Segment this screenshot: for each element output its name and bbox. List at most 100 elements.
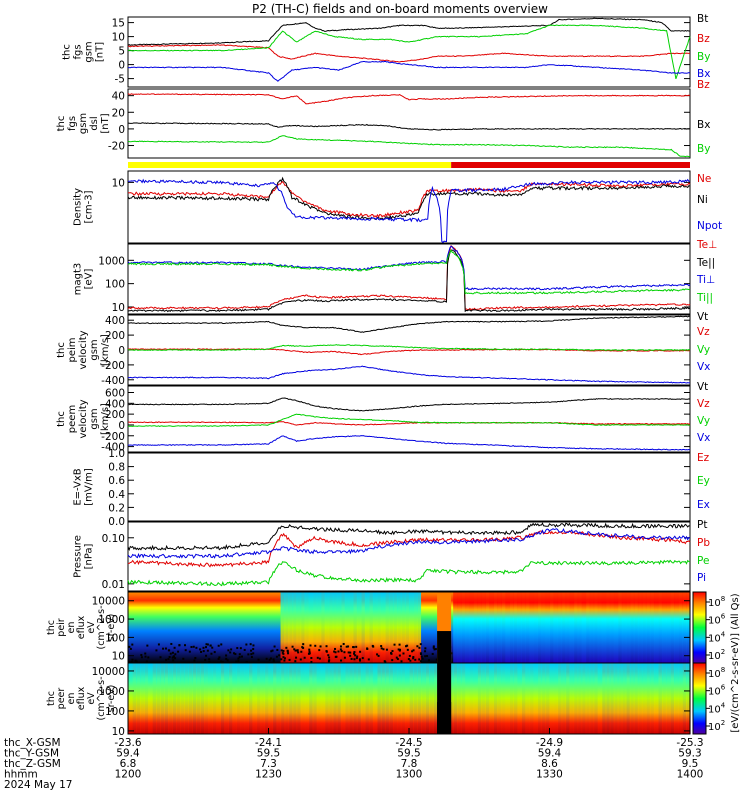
noise-pixel [327,660,330,663]
spectrogram-column [364,663,370,734]
noise-pixel [406,648,409,651]
noise-pixel [419,653,422,656]
y-tick-label: 100 [105,279,125,291]
noise-pixel [318,657,321,660]
spectrogram-column [461,592,466,663]
noise-pixel [210,652,213,655]
legend-label: Pb [697,537,710,549]
spectrogram-column [481,663,486,734]
noise-pixel [269,657,272,660]
spectrogram-column [164,663,169,734]
x-tick-label: 59.3 [678,748,701,760]
noise-pixel [291,645,294,648]
series-line-pressure-2 [127,559,691,587]
spectrogram-column [409,663,414,734]
noise-pixel [129,647,132,650]
noise-pixel [177,650,180,653]
spectrogram-column [368,592,374,663]
spectrogram-column [356,592,362,663]
spectrogram-column [469,663,474,734]
spectrogram-column [328,592,334,663]
noise-pixel [355,657,358,660]
spectrogram-column [228,663,233,734]
x-row-label: 2024 May 17 [4,779,72,791]
spectrogram-column [661,592,667,663]
spectrogram-column [316,592,322,663]
noise-pixel [426,655,429,658]
spectrogram-column [184,663,189,734]
noise-pixel [343,651,346,654]
spectrogram-column [220,663,225,734]
spectrogram-column [589,592,595,663]
spectrogram-column [509,663,514,734]
y-axis-label: magt3 [73,263,84,296]
spectrogram-column [581,663,587,734]
noise-pixel [424,655,427,658]
noise-pixel [435,658,438,661]
spectrogram-column [669,663,675,734]
y-axis-label: thc [56,411,67,427]
spectrogram-column [525,592,531,663]
spectrogram-column [513,663,518,734]
spectrogram-column [400,592,406,663]
x-tick-label: 1330 [536,769,563,781]
spectrogram-column [180,663,185,734]
noise-pixel [434,648,437,651]
noise-pixel [352,646,355,649]
colorbar-tick-label: 104 [708,630,726,644]
spectrogram-column [541,663,547,734]
spectrogram-column [421,663,426,734]
noise-pixel [241,655,244,658]
spectrogram-column [629,663,635,734]
noise-pixel [353,652,356,655]
noise-pixel [367,658,370,661]
spectrogram-column [669,592,675,663]
y-axis-label: thc [56,116,67,132]
y-tick-label: 10 [112,177,125,189]
spectrogram-column [577,663,583,734]
spectrogram-column [473,592,478,663]
noise-pixel [412,657,415,660]
x-tick-label: 6.8 [120,758,137,770]
noise-pixel [285,646,288,649]
spectrogram-column [268,663,274,734]
spectrogram-column [501,663,506,734]
noise-pixel [424,650,427,653]
noise-pixel [359,659,362,662]
noise-pixel [405,645,408,648]
spectrogram-column [673,592,679,663]
noise-pixel [278,654,281,657]
spectrogram-column [569,592,575,663]
noise-pixel [131,643,134,646]
noise-pixel [342,642,345,645]
spectrogram-column [625,663,631,734]
noise-pixel [250,649,253,652]
noise-pixel [424,647,427,650]
spectrogram-column [565,592,571,663]
spectrogram-column [276,663,282,734]
y-tick-label: 0 [118,124,125,136]
chart-title: P2 (TH-C) fields and on-board moments ov… [252,2,548,16]
noise-pixel [144,655,147,658]
noise-pixel [225,657,228,660]
spectrogram-column [348,592,354,663]
spectrogram-column [140,663,145,734]
legend-label: By [697,143,710,155]
noise-pixel [340,659,343,662]
series-line-peem_velocity-0 [127,397,691,412]
y-axis-label: [km/s] [100,334,111,366]
spectrogram-column [152,592,157,663]
spectrogram-column [336,592,342,663]
noise-pixel [419,643,422,646]
y-axis-label: [cm-3] [84,190,95,223]
noise-pixel [282,652,285,655]
spectrogram-column [404,592,410,663]
y-axis-label: gsm [78,113,89,134]
spectrogram-column [356,663,362,734]
series-line-fgs_gsm-3 [128,60,691,82]
noise-pixel [345,645,348,648]
legend-label: Ti⊥ [696,274,715,286]
legend-label: Pi [697,572,706,584]
series-line-density-2 [127,178,691,244]
noise-pixel [250,653,253,656]
